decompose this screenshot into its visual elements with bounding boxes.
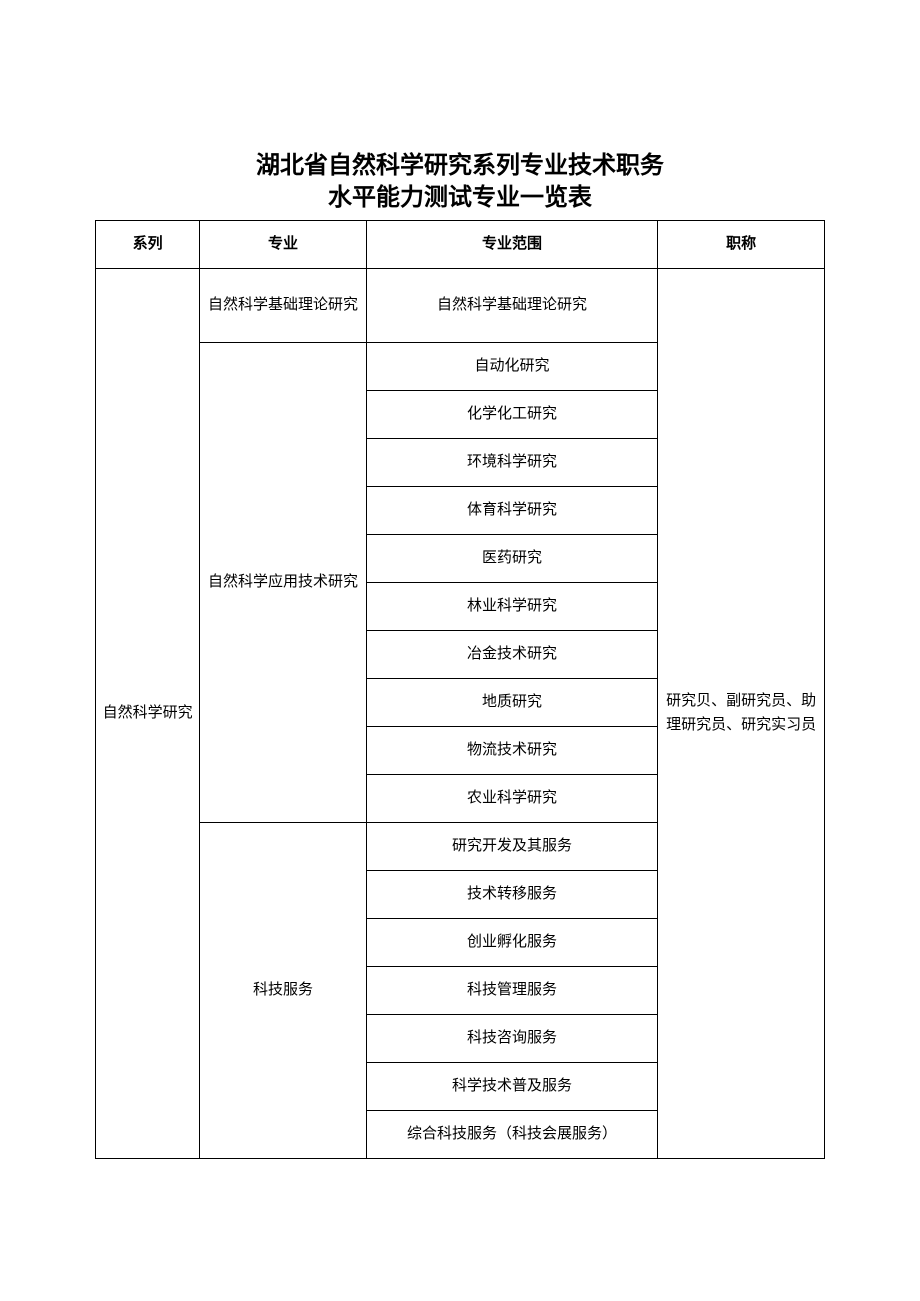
scope-cell: 物流技术研究 [366, 726, 658, 774]
header-scope: 专业范围 [366, 220, 658, 268]
major-cell: 自然科学基础理论研究 [200, 268, 367, 342]
series-cell: 自然科学研究 [96, 268, 200, 1158]
major-table: 系列 专业 专业范围 职称 自然科学研究自然科学基础理论研究自然科学基础理论研究… [95, 220, 825, 1159]
table-row: 自然科学研究自然科学基础理论研究自然科学基础理论研究研究贝、副研究员、助理研究员… [96, 268, 825, 342]
scope-cell: 农业科学研究 [366, 774, 658, 822]
table-body: 自然科学研究自然科学基础理论研究自然科学基础理论研究研究贝、副研究员、助理研究员… [96, 268, 825, 1158]
header-series: 系列 [96, 220, 200, 268]
scope-cell: 自动化研究 [366, 342, 658, 390]
scope-cell: 自然科学基础理论研究 [366, 268, 658, 342]
scope-cell: 创业孵化服务 [366, 918, 658, 966]
header-title: 职称 [658, 220, 825, 268]
title-line-2: 水平能力测试专业一览表 [95, 182, 825, 214]
document-title: 湖北省自然科学研究系列专业技术职务 水平能力测试专业一览表 [95, 150, 825, 215]
scope-cell: 综合科技服务（科技会展服务） [366, 1110, 658, 1158]
table-header-row: 系列 专业 专业范围 职称 [96, 220, 825, 268]
scope-cell: 研究开发及其服务 [366, 822, 658, 870]
title-cell: 研究贝、副研究员、助理研究员、研究实习员 [658, 268, 825, 1158]
scope-cell: 医药研究 [366, 534, 658, 582]
title-line-1: 湖北省自然科学研究系列专业技术职务 [95, 150, 825, 182]
scope-cell: 环境科学研究 [366, 438, 658, 486]
major-cell: 科技服务 [200, 822, 367, 1158]
scope-cell: 林业科学研究 [366, 582, 658, 630]
scope-cell: 地质研究 [366, 678, 658, 726]
scope-cell: 化学化工研究 [366, 390, 658, 438]
scope-cell: 科技管理服务 [366, 966, 658, 1014]
header-major: 专业 [200, 220, 367, 268]
scope-cell: 冶金技术研究 [366, 630, 658, 678]
scope-cell: 体育科学研究 [366, 486, 658, 534]
scope-cell: 科学技术普及服务 [366, 1062, 658, 1110]
scope-cell: 技术转移服务 [366, 870, 658, 918]
scope-cell: 科技咨询服务 [366, 1014, 658, 1062]
major-cell: 自然科学应用技术研究 [200, 342, 367, 822]
